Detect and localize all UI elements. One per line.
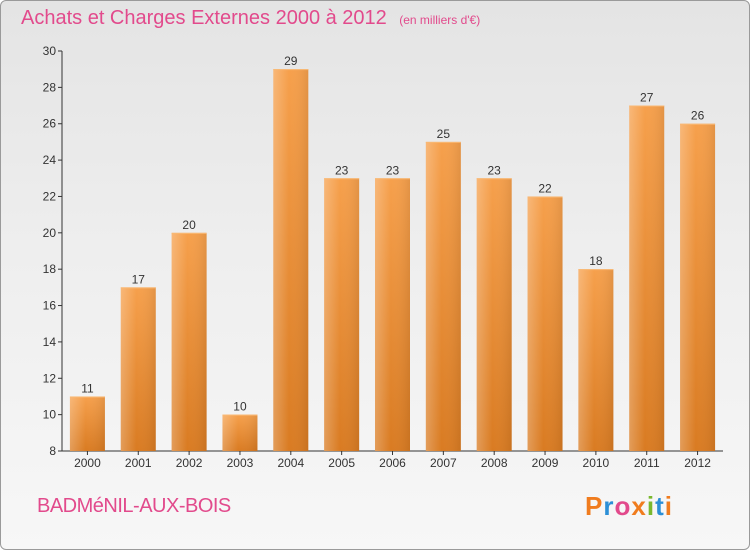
data-label-2007: 25 (437, 127, 451, 141)
logo-letter: i (664, 491, 673, 521)
data-label-2000: 11 (81, 381, 94, 395)
y-tick-label: 30 (43, 44, 57, 58)
x-tick-label-2004: 2004 (277, 456, 304, 470)
logo-letter: o (614, 491, 632, 521)
y-tick-label: 10 (43, 408, 57, 422)
bar-shade-2005 (324, 178, 360, 452)
x-tick-label-2003: 2003 (227, 456, 254, 470)
logo-letter: P (585, 491, 604, 521)
y-tick-label: 14 (43, 335, 57, 349)
y-tick-label: 18 (43, 262, 57, 276)
chart-title: Achats et Charges Externes 2000 à 2012 (21, 7, 387, 29)
data-label-2006: 23 (386, 163, 400, 177)
bar-shade-2008 (476, 178, 512, 452)
data-label-2003: 10 (233, 400, 247, 414)
bar-shade-2007 (425, 141, 461, 451)
proxiti-logo: Proxiti (585, 491, 673, 522)
x-tick-label-2002: 2002 (176, 456, 203, 470)
y-tick-label: 20 (43, 226, 57, 240)
data-label-2010: 18 (589, 254, 603, 268)
x-tick-label-2005: 2005 (328, 456, 355, 470)
data-label-2012: 26 (691, 109, 705, 123)
chart-unit-note: (en milliers d'€) (399, 13, 481, 27)
data-label-2009: 22 (538, 181, 552, 195)
logo-letter: t (655, 491, 665, 521)
bar-shade-2000 (69, 396, 105, 451)
data-label-2005: 23 (335, 163, 349, 177)
x-tick-label-2010: 2010 (583, 456, 610, 470)
logo-letter: r (603, 491, 615, 521)
data-label-2008: 23 (488, 163, 502, 177)
bar-shade-2006 (375, 178, 410, 452)
bar-shade-2004 (273, 69, 309, 451)
y-tick-label: 24 (43, 153, 57, 167)
y-tick-label: 28 (43, 80, 57, 94)
y-tick-label: 26 (43, 117, 57, 131)
data-label-2001: 17 (132, 272, 146, 286)
x-tick-label-2012: 2012 (684, 456, 711, 470)
x-tick-label-2008: 2008 (481, 456, 508, 470)
chart-title-row: Achats et Charges Externes 2000 à 2012 (… (21, 7, 480, 30)
y-tick-label: 22 (43, 189, 57, 203)
bar-shade-2012 (680, 123, 716, 452)
logo-letter: i (646, 491, 656, 521)
x-tick-label-2001: 2001 (125, 456, 152, 470)
bar-shade-2010 (578, 269, 614, 451)
data-label-2002: 20 (182, 218, 196, 232)
logo-letter: x (631, 491, 647, 521)
x-tick-label-2007: 2007 (430, 456, 457, 470)
bar-shade-2002 (171, 232, 207, 451)
x-tick-label-2000: 2000 (74, 456, 101, 470)
bar-shade-2011 (629, 105, 665, 451)
data-label-2004: 29 (284, 54, 298, 68)
y-tick-label: 12 (43, 371, 57, 385)
y-tick-label: 16 (43, 299, 57, 313)
bar-shade-2009 (527, 196, 563, 451)
bar-shade-2003 (222, 414, 258, 451)
x-tick-label-2006: 2006 (379, 456, 406, 470)
y-tick-label: 8 (49, 444, 56, 458)
data-label-2011: 27 (640, 91, 654, 105)
bar-shade-2001 (120, 287, 156, 451)
x-tick-label-2011: 2011 (634, 456, 660, 470)
x-tick-label-2009: 2009 (532, 456, 559, 470)
commune-name: BADMéNIL-AUX-BOIS (37, 495, 231, 517)
